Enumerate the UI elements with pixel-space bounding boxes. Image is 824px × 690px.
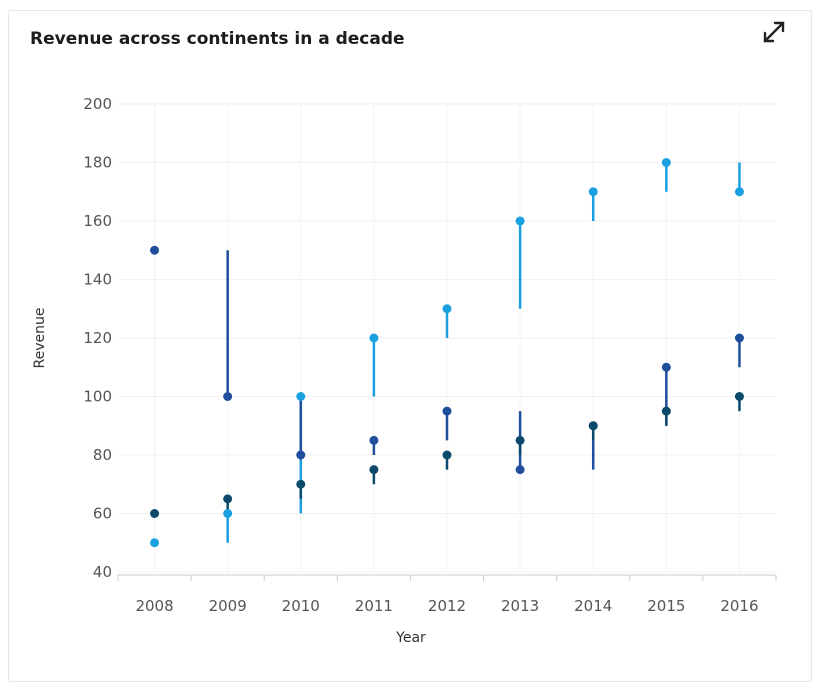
x-tick-label: 2013 — [501, 597, 539, 615]
chart-card: Revenue across continents in a decade — [8, 10, 812, 682]
data-point — [150, 245, 160, 255]
data-point — [442, 450, 452, 460]
data-point — [661, 158, 671, 167]
x-tick-label: 2016 — [720, 597, 758, 615]
x-tick-label: 2014 — [574, 597, 612, 615]
data-point — [296, 450, 306, 460]
data-point — [515, 465, 525, 475]
expand-icon[interactable] — [760, 18, 788, 46]
y-tick-label: 200 — [83, 95, 112, 113]
data-point — [369, 333, 379, 343]
y-axis-label: Revenue — [32, 308, 48, 369]
y-tick-label: 100 — [83, 388, 112, 406]
data-point — [661, 406, 671, 416]
y-tick-label: 140 — [83, 271, 112, 289]
x-tick-label: 2011 — [355, 597, 393, 615]
data-point — [223, 509, 233, 518]
data-point — [150, 538, 160, 548]
data-point — [734, 333, 744, 343]
data-point — [661, 362, 671, 372]
y-tick-label: 60 — [93, 505, 112, 523]
y-tick-label: 160 — [83, 212, 112, 230]
x-tick-label: 2012 — [428, 597, 466, 615]
data-point — [734, 187, 744, 197]
data-point — [296, 392, 306, 401]
chart-title: Revenue across continents in a decade — [30, 29, 405, 49]
data-point — [150, 509, 160, 518]
y-tick-label: 80 — [93, 446, 112, 464]
data-point — [296, 479, 306, 489]
y-tick-label: 40 — [93, 563, 112, 581]
x-tick-label: 2015 — [647, 597, 685, 615]
x-tick-label: 2009 — [209, 597, 247, 615]
data-point — [223, 494, 233, 504]
y-tick-label: 180 — [83, 154, 112, 172]
data-point — [369, 465, 379, 475]
data-point — [442, 406, 452, 416]
data-point — [588, 187, 598, 197]
data-point — [588, 421, 598, 431]
data-point — [223, 392, 233, 401]
y-tick-label: 120 — [83, 329, 112, 347]
x-axis-label: Year — [395, 630, 426, 646]
data-point — [515, 216, 525, 226]
data-point — [442, 304, 452, 314]
data-point — [734, 392, 744, 401]
x-tick-label: 2008 — [135, 597, 173, 615]
data-point — [369, 435, 379, 445]
data-point — [515, 435, 525, 445]
x-tick-label: 2010 — [282, 597, 320, 615]
